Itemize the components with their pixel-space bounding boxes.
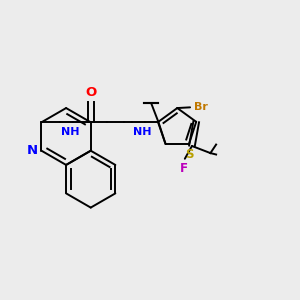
Text: O: O (85, 86, 96, 99)
Text: NH: NH (133, 127, 151, 137)
Text: NH: NH (61, 127, 79, 137)
Text: S: S (185, 148, 193, 161)
Text: N: N (27, 144, 38, 157)
Text: F: F (179, 162, 188, 175)
Text: Br: Br (194, 102, 208, 112)
